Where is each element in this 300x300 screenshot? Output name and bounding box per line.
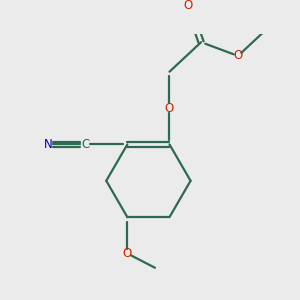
- Text: O: O: [165, 102, 174, 115]
- Text: O: O: [123, 247, 132, 260]
- Text: O: O: [233, 50, 243, 62]
- Text: C: C: [81, 138, 89, 151]
- Text: O: O: [184, 0, 193, 12]
- Text: N: N: [44, 138, 53, 151]
